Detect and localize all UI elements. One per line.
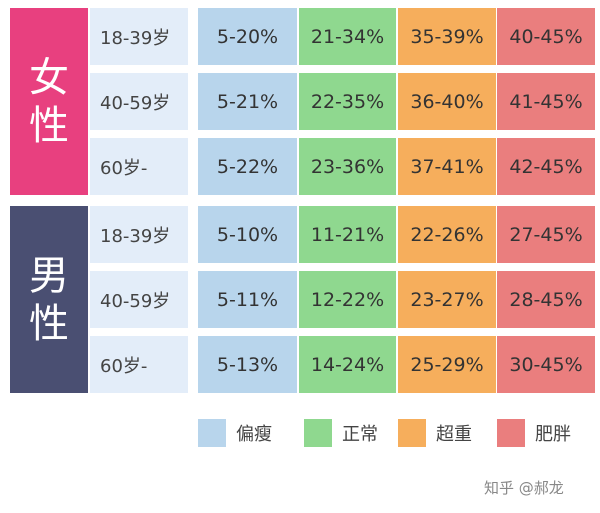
group-label: 男性: [29, 252, 69, 347]
range-cell: 35-39%: [398, 8, 496, 65]
legend-label: 正常: [342, 424, 378, 445]
age-cell: 40-59岁: [90, 271, 188, 328]
age-cell: 40-59岁: [90, 73, 188, 130]
group-block: 女性: [10, 8, 88, 195]
range-cell: 11-21%: [299, 206, 396, 263]
legend-label: 肥胖: [535, 424, 571, 445]
range-cell: 30-45%: [497, 336, 595, 393]
range-cell: 42-45%: [497, 138, 595, 195]
range-cell: 23-36%: [299, 138, 396, 195]
range-cell: 5-11%: [198, 271, 297, 328]
range-cell: 41-45%: [497, 73, 595, 130]
legend-swatch: [398, 419, 426, 447]
legend-swatch: [304, 419, 332, 447]
range-cell: 5-20%: [198, 8, 297, 65]
range-cell: 25-29%: [398, 336, 496, 393]
watermark: 知乎 @郝龙: [484, 478, 564, 497]
range-cell: 5-10%: [198, 206, 297, 263]
age-cell: 60岁-: [90, 336, 188, 393]
age-cell: 60岁-: [90, 138, 188, 195]
legend-swatch: [198, 419, 226, 447]
range-cell: 40-45%: [497, 8, 595, 65]
range-cell: 23-27%: [398, 271, 496, 328]
range-cell: 12-22%: [299, 271, 396, 328]
range-cell: 37-41%: [398, 138, 496, 195]
legend-label: 超重: [436, 424, 472, 445]
group-label: 女性: [29, 54, 69, 149]
range-cell: 5-22%: [198, 138, 297, 195]
range-cell: 22-26%: [398, 206, 496, 263]
legend-swatch: [497, 419, 525, 447]
group-block: 男性: [10, 206, 88, 393]
range-cell: 5-21%: [198, 73, 297, 130]
range-cell: 28-45%: [497, 271, 595, 328]
age-cell: 18-39岁: [90, 8, 188, 65]
range-cell: 21-34%: [299, 8, 396, 65]
range-cell: 5-13%: [198, 336, 297, 393]
range-cell: 36-40%: [398, 73, 496, 130]
range-cell: 27-45%: [497, 206, 595, 263]
legend-label: 偏瘦: [236, 424, 272, 445]
age-cell: 18-39岁: [90, 206, 188, 263]
range-cell: 22-35%: [299, 73, 396, 130]
range-cell: 14-24%: [299, 336, 396, 393]
